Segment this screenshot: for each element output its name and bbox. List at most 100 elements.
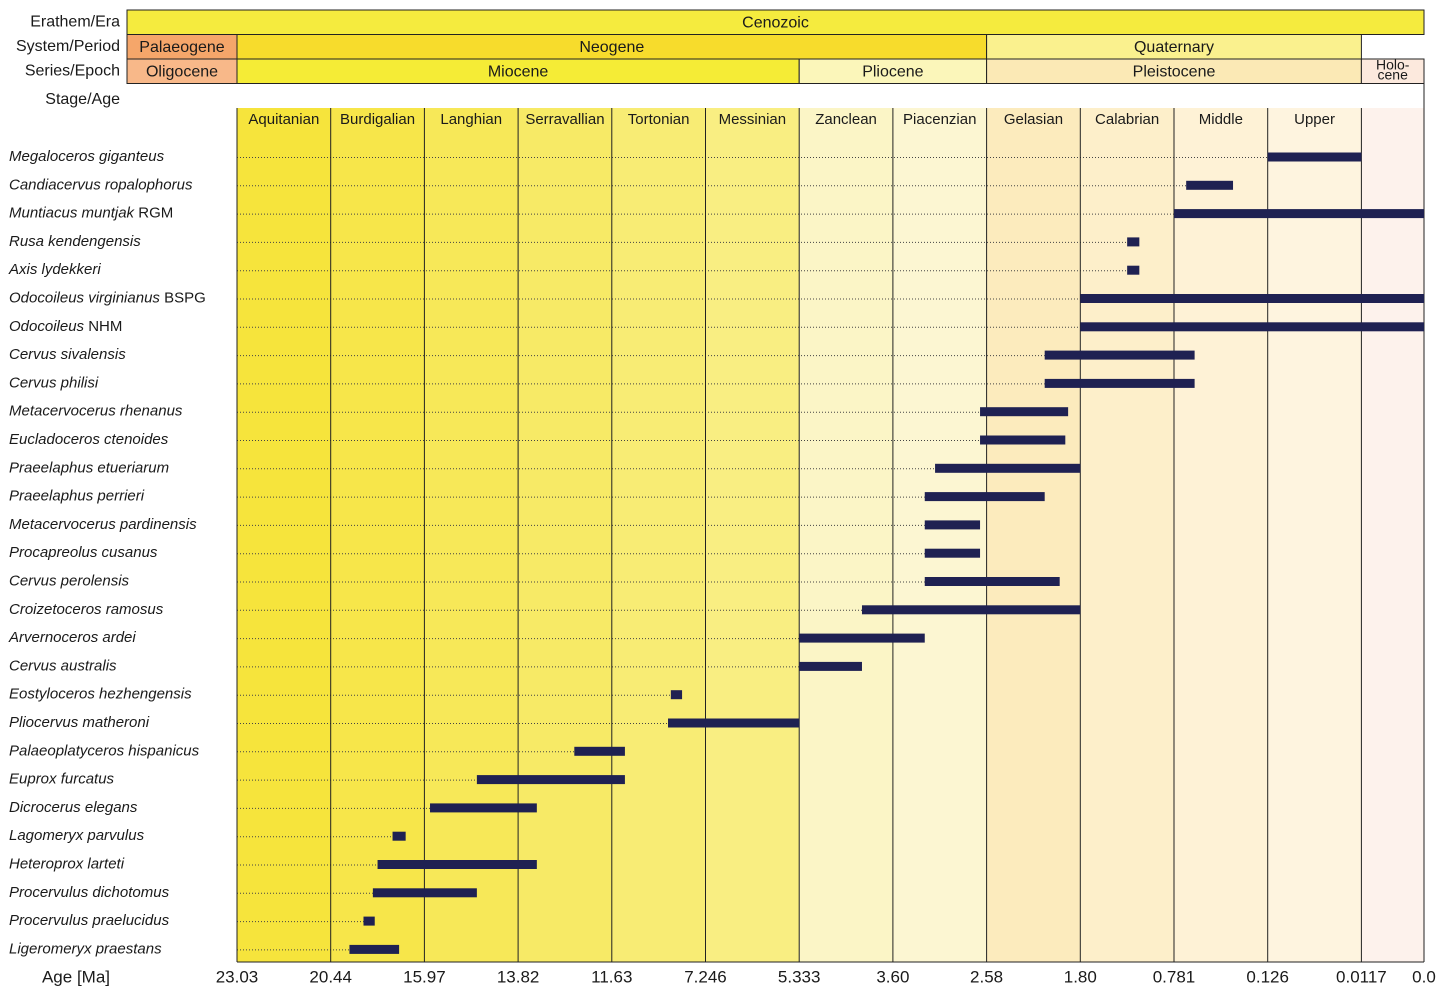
era-label: Cenozoic (742, 14, 809, 31)
x-tick-13: 0.0 (1412, 967, 1436, 986)
epoch-label-0: Oligocene (146, 63, 218, 80)
header-row-label-1: System/Period (16, 38, 120, 55)
taxon-label-16: Croizetoceros ramosus (9, 601, 164, 618)
stage-column-6 (799, 108, 893, 962)
bar-procervulus-praelucidus (363, 916, 375, 926)
taxon-name-17: Arvernoceros ardei (8, 629, 136, 646)
x-tick-12: 0.0117 (1336, 967, 1387, 986)
stage-boundaries (236, 83, 1425, 963)
epoch-cell-3 (986, 58, 1362, 84)
stage-column-4 (611, 108, 706, 962)
range-bars (349, 152, 1424, 954)
stage-label-upper: Upper (1294, 111, 1335, 128)
taxon-name-4: Axis lydekkeri (8, 261, 101, 278)
stage-column-12 (1361, 108, 1424, 962)
bar-eostyloceros-hezhengensis (670, 690, 683, 700)
bar-praeelaphus-etueriarum (935, 463, 1081, 473)
x-axis-label: Age [Ma] (42, 967, 110, 986)
taxon-name-1: Candiacervus ropalophorus (9, 176, 193, 193)
taxon-label-25: Heteroprox larteti (9, 855, 125, 872)
taxon-name-6: Odocoileus (9, 318, 85, 335)
stage-label-aquitanian: Aquitanian (248, 111, 319, 128)
taxon-name-15: Cervus perolensis (9, 572, 130, 589)
taxon-name-21: Palaeoplatyceros hispanicus (9, 742, 200, 759)
stage-label-piacenzian: Piacenzian (903, 111, 976, 128)
x-tick-6: 5.333 (778, 967, 821, 986)
taxon-label-21: Palaeoplatyceros hispanicus (9, 742, 200, 759)
bar-procapreolus-cusanus (924, 548, 981, 558)
taxon-name-11: Praeelaphus etueriarum (9, 459, 169, 476)
stage-column-10 (1174, 108, 1268, 962)
taxon-labels: Megaloceros giganteus Candiacervus ropalo… (8, 148, 206, 957)
bar-rusa-kendengensis (1127, 237, 1140, 247)
taxon-label-19: Eostyloceros hezhengensis (9, 686, 192, 703)
taxon-name-23: Dicrocerus elegans (9, 799, 138, 816)
epoch-cell-0 (126, 58, 238, 84)
stage-column-3 (518, 108, 612, 962)
bar-pliocervus-matheroni (668, 718, 800, 728)
bar-odocoileus-virginianus (1080, 294, 1424, 303)
taxon-name-22: Euprox furcatus (9, 771, 115, 788)
bar-cervus-philisi (1044, 378, 1195, 388)
bar-metacervocerus-pardinensis (924, 520, 981, 530)
taxon-name-8: Cervus philisi (9, 374, 99, 391)
x-tick-8: 2.58 (970, 967, 1003, 986)
bar-cervus-australis (799, 661, 862, 671)
taxon-name-7: Cervus sivalensis (9, 346, 126, 363)
taxon-label-1: Candiacervus ropalophorus (9, 176, 193, 193)
taxon-label-18: Cervus australis (9, 657, 117, 674)
stage-label-messinian: Messinian (719, 111, 787, 128)
epoch-cell-2 (798, 58, 988, 84)
bar-megaloceros-giganteus (1267, 152, 1362, 162)
taxon-label-24: Lagomeryx parvulus (9, 827, 145, 844)
x-tick-11: 0.126 (1246, 967, 1289, 986)
x-tick-1: 20.44 (309, 967, 352, 986)
period-label-0: Palaeogene (139, 39, 225, 56)
taxon-label-9: Metacervocerus rhenanus (9, 403, 183, 420)
stage-label-gelasian: Gelasian (1004, 111, 1063, 128)
taxon-label-7: Cervus sivalensis (9, 346, 126, 363)
taxon-label-23: Dicrocerus elegans (9, 799, 138, 816)
stage-column-2 (424, 108, 519, 962)
x-tick-4: 11.63 (591, 967, 632, 986)
bar-candiacervus-ropalophorus (1186, 180, 1234, 190)
bar-croizetoceros-ramosus (861, 605, 1081, 615)
taxon-label-6: Odocoileus NHM (9, 318, 122, 335)
taxon-name-26: Procervulus dichotomus (9, 884, 170, 901)
taxon-label-15: Cervus perolensis (9, 572, 130, 589)
stage-column-11 (1267, 108, 1362, 962)
taxon-name-12: Praeelaphus perrieri (9, 488, 145, 505)
taxon-name-20: Pliocervus matheroni (9, 714, 150, 731)
epoch-label-3: Pleistocene (1133, 63, 1216, 80)
taxon-name-10: Eucladoceros ctenoides (9, 431, 169, 448)
x-tick-9: 1.80 (1064, 967, 1097, 986)
taxon-label-3: Rusa kendengensis (9, 233, 141, 250)
x-tick-10: 0.781 (1153, 967, 1196, 986)
taxon-label-22: Euprox furcatus (9, 771, 115, 788)
taxon-name-5: Odocoileus virginianus (9, 289, 160, 306)
x-tick-5: 7.246 (684, 967, 727, 986)
chronostratigraphic-header: Aquitanian Burdigalian Langhian Serravallia… (16, 9, 1425, 128)
stage-column-1 (330, 108, 425, 962)
taxon-name-16: Croizetoceros ramosus (9, 601, 164, 618)
stage-label-burdigalian: Burdigalian (340, 111, 415, 128)
taxon-label-14: Procapreolus cusanus (9, 544, 158, 561)
taxon-label-4: Axis lydekkeri (8, 261, 101, 278)
stage-column-0 (237, 108, 331, 962)
taxon-suffix-5: BSPG (160, 289, 206, 306)
x-tick-3: 13.82 (497, 967, 540, 986)
stage-label-zanclean: Zanclean (815, 111, 877, 128)
taxon-suffix-6: NHM (84, 318, 122, 335)
epoch-label-4-1: cene (1378, 67, 1409, 83)
taxon-label-8: Cervus philisi (9, 374, 99, 391)
period-cell-2 (986, 34, 1362, 60)
stage-backgrounds (237, 108, 1424, 962)
dotted-guides (237, 157, 1268, 951)
epoch-label-2: Pliocene (862, 63, 923, 80)
taxon-label-11: Praeelaphus etueriarum (9, 459, 169, 476)
taxon-label-20: Pliocervus matheroni (9, 714, 150, 731)
taxon-name-25: Heteroprox larteti (9, 855, 125, 872)
epoch-label-4-0: Holo- (1376, 57, 1410, 73)
taxon-name-0: Megaloceros giganteus (9, 148, 165, 165)
bar-arvernoceros-ardei (799, 633, 925, 643)
